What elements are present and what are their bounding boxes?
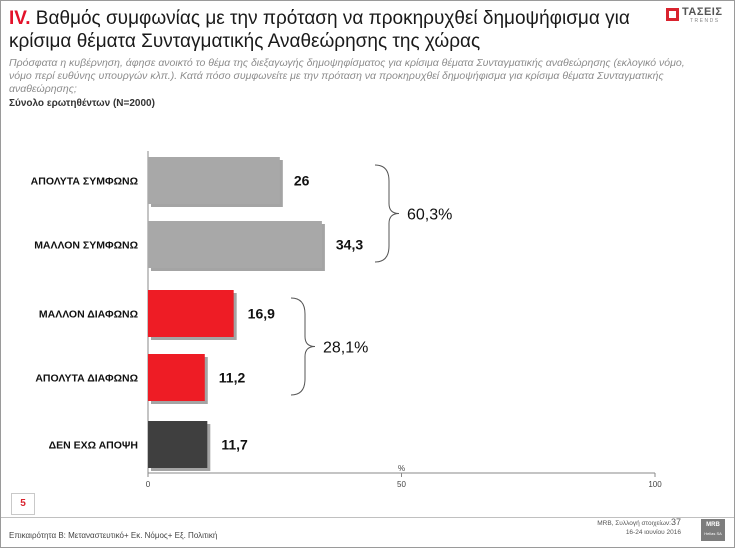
category-label: ΜΑΛΛΟΝ ΔΙΑΦΩΝΩ: [39, 309, 138, 321]
page-title: IV. Βαθμός συμφωνίας με την πρόταση να π…: [9, 7, 649, 53]
group-total-label: 60,3%: [407, 207, 452, 224]
category-label: ΑΠΟΛΥΤΑ ΣΥΜΦΩΝΩ: [31, 176, 138, 188]
x-tick-label: 50: [397, 480, 406, 489]
tasis-logo: ΤΑΣΕΙΣ TRENDS: [666, 6, 728, 26]
category-label: ΔΕΝ ΕΧΩ ΑΠΟΨΗ: [49, 440, 138, 452]
category-label: ΑΠΟΛΥΤΑ ΔΙΑΦΩΝΩ: [35, 373, 138, 385]
logo-mark-icon: [666, 8, 679, 21]
bar: [148, 290, 234, 337]
question-text: Πρόσφατα η κυβέρνηση, άφησε ανοικτό το θ…: [9, 57, 685, 95]
x-tick-label: 0: [146, 480, 151, 489]
x-tick-label: 100: [648, 480, 662, 489]
footer-page-number: 37: [670, 517, 681, 527]
bar: [148, 157, 280, 204]
footer-source-text: MRB, Συλλογή στοιχείων:: [597, 520, 671, 527]
mrb-logo-text: MRB: [706, 522, 720, 528]
group-total-label: 28,1%: [323, 340, 368, 357]
bar: [148, 221, 322, 268]
mrb-logo: MRB Hellas SA: [701, 519, 725, 541]
value-label: 26: [294, 173, 310, 189]
page-badge: 5: [11, 493, 35, 515]
footer-topic: Επικαιρότητα Β: Μεταναστευτικό+ Εκ. Νόμο…: [9, 531, 218, 540]
bar: [148, 421, 208, 468]
group-brace: [374, 164, 400, 263]
sample-base: Σύνολο ερωτηθέντων (N=2000): [9, 98, 155, 109]
value-label: 34,3: [336, 237, 363, 253]
value-label: 11,2: [219, 370, 246, 386]
title-text: Βαθμός συμφωνίας με την πρόταση να προκη…: [9, 8, 630, 52]
category-label: ΜΑΛΛΟΝ ΣΥΜΦΩΝΩ: [34, 240, 138, 252]
value-label: 11,7: [221, 437, 248, 453]
unit-label: %: [398, 464, 405, 473]
group-brace: [290, 297, 316, 396]
mrb-logo-sub: Hellas SA: [704, 531, 722, 536]
value-label: 16,9: [248, 306, 275, 322]
bar: [148, 354, 205, 401]
footer-source: MRB, Συλλογή στοιχείων:37 16-24 ιουνίου …: [531, 518, 681, 537]
footer-dates: 16-24 ιουνίου 2016: [625, 529, 681, 536]
logo-sub: TRENDS: [690, 18, 720, 24]
title-number: IV.: [9, 8, 31, 29]
bar-chart: 0 50 100% ΑΠΟΛΥΤΑ ΣΥΜΦΩΝΩ 26 ΜΑΛΛΟΝ ΣΥΜΦΩΝΩ 34…: [31, 151, 662, 489]
footer-divider: [1, 517, 734, 518]
logo-name: ΤΑΣΕΙΣ: [682, 6, 723, 18]
